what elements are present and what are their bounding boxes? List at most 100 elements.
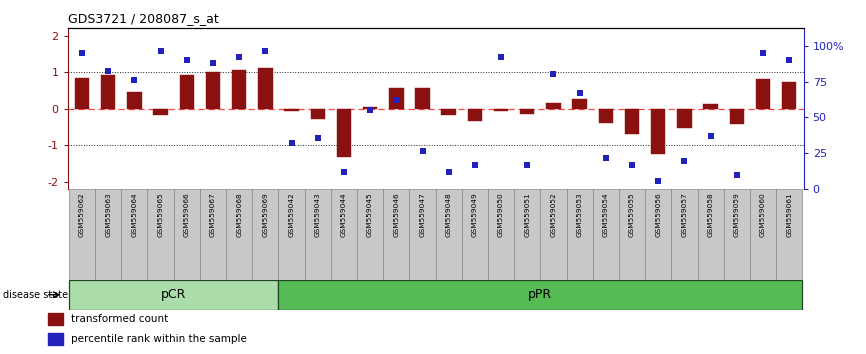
Text: GSM559065: GSM559065 xyxy=(158,192,164,237)
FancyBboxPatch shape xyxy=(645,189,671,280)
Bar xyxy=(101,75,115,109)
Point xyxy=(363,108,377,113)
FancyBboxPatch shape xyxy=(384,189,410,280)
Bar xyxy=(232,70,246,109)
Bar xyxy=(74,78,89,109)
Bar xyxy=(179,75,194,109)
Point xyxy=(75,50,89,56)
Point xyxy=(782,57,796,63)
Text: GSM559056: GSM559056 xyxy=(656,192,662,237)
Point xyxy=(285,141,299,146)
Point xyxy=(206,60,220,66)
Point xyxy=(677,158,691,164)
Point xyxy=(599,155,613,161)
FancyBboxPatch shape xyxy=(305,189,331,280)
Text: percentile rank within the sample: percentile rank within the sample xyxy=(71,335,247,344)
Point xyxy=(572,90,586,96)
Text: GSM559061: GSM559061 xyxy=(786,192,792,237)
Text: transformed count: transformed count xyxy=(71,314,168,325)
Bar xyxy=(468,109,482,121)
Point xyxy=(127,77,141,83)
Bar xyxy=(546,103,560,109)
Text: GSM559054: GSM559054 xyxy=(603,192,609,237)
Bar xyxy=(284,109,299,111)
FancyBboxPatch shape xyxy=(514,189,540,280)
Text: GSM559043: GSM559043 xyxy=(314,192,320,237)
FancyBboxPatch shape xyxy=(69,280,279,310)
Bar xyxy=(258,68,273,109)
Text: GSM559055: GSM559055 xyxy=(629,192,635,237)
Text: GSM559062: GSM559062 xyxy=(79,192,85,237)
Bar xyxy=(730,109,744,124)
Text: GSM559063: GSM559063 xyxy=(105,192,111,237)
Text: GSM559059: GSM559059 xyxy=(734,192,740,237)
FancyBboxPatch shape xyxy=(174,189,200,280)
Bar xyxy=(127,92,141,109)
Text: GSM559044: GSM559044 xyxy=(341,192,347,237)
FancyBboxPatch shape xyxy=(750,189,776,280)
Text: pPR: pPR xyxy=(528,288,553,301)
Point xyxy=(520,162,534,168)
Bar xyxy=(703,104,718,109)
Text: GSM559051: GSM559051 xyxy=(524,192,530,237)
Text: GSM559052: GSM559052 xyxy=(551,192,557,237)
Text: GSM559067: GSM559067 xyxy=(210,192,216,237)
FancyBboxPatch shape xyxy=(331,189,357,280)
Point xyxy=(416,148,430,153)
Text: GSM559042: GSM559042 xyxy=(288,192,294,237)
Bar xyxy=(756,79,770,109)
FancyBboxPatch shape xyxy=(462,189,488,280)
FancyBboxPatch shape xyxy=(200,189,226,280)
FancyBboxPatch shape xyxy=(279,189,305,280)
Point xyxy=(390,97,404,103)
Bar xyxy=(48,333,63,345)
Text: GSM559046: GSM559046 xyxy=(393,192,399,237)
Point xyxy=(442,169,456,175)
Bar xyxy=(572,99,587,109)
Point xyxy=(337,169,351,175)
Text: pCR: pCR xyxy=(161,288,186,301)
Point xyxy=(180,57,194,63)
Text: GDS3721 / 208087_s_at: GDS3721 / 208087_s_at xyxy=(68,12,218,25)
Bar xyxy=(153,109,168,115)
Point xyxy=(494,54,508,60)
FancyBboxPatch shape xyxy=(619,189,645,280)
Point xyxy=(101,69,115,74)
FancyBboxPatch shape xyxy=(697,189,724,280)
FancyBboxPatch shape xyxy=(279,280,802,310)
Bar xyxy=(520,109,534,114)
Text: GSM559068: GSM559068 xyxy=(236,192,242,237)
Point xyxy=(704,133,718,139)
Point xyxy=(625,162,639,168)
Text: GSM559047: GSM559047 xyxy=(419,192,425,237)
FancyBboxPatch shape xyxy=(121,189,147,280)
FancyBboxPatch shape xyxy=(147,189,174,280)
Point xyxy=(153,48,167,54)
FancyBboxPatch shape xyxy=(69,189,95,280)
Point xyxy=(756,50,770,56)
Text: GSM559045: GSM559045 xyxy=(367,192,373,237)
Point xyxy=(730,172,744,178)
Bar xyxy=(389,88,404,109)
Point xyxy=(468,162,481,168)
Text: GSM559053: GSM559053 xyxy=(577,192,583,237)
Bar xyxy=(311,109,325,119)
FancyBboxPatch shape xyxy=(566,189,592,280)
Bar xyxy=(337,109,351,157)
Point xyxy=(546,72,560,77)
Bar xyxy=(206,72,220,109)
Bar xyxy=(598,109,613,124)
Text: GSM559050: GSM559050 xyxy=(498,192,504,237)
Text: GSM559060: GSM559060 xyxy=(760,192,766,237)
FancyBboxPatch shape xyxy=(488,189,514,280)
Bar xyxy=(416,88,430,109)
Point xyxy=(258,48,272,54)
FancyBboxPatch shape xyxy=(671,189,697,280)
FancyBboxPatch shape xyxy=(95,189,121,280)
Text: GSM559058: GSM559058 xyxy=(708,192,714,237)
Text: GSM559057: GSM559057 xyxy=(682,192,688,237)
Text: GSM559069: GSM559069 xyxy=(262,192,268,237)
Point xyxy=(651,178,665,184)
Bar xyxy=(625,109,639,134)
Bar xyxy=(677,109,692,128)
